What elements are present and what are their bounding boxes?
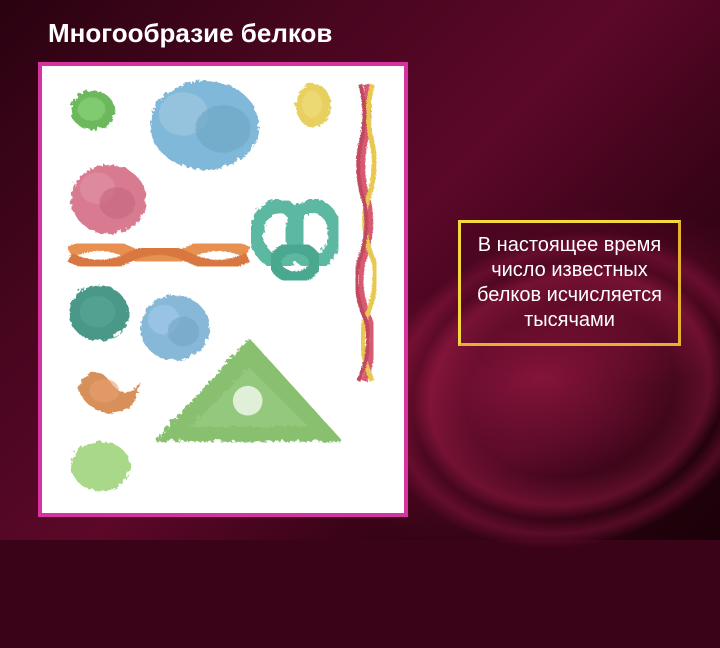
- protein-diagram-frame: [38, 62, 408, 517]
- protein-orange-twist: [78, 371, 139, 412]
- protein-diagram-svg: [50, 74, 396, 505]
- textbox-line: В настоящее время: [475, 233, 664, 258]
- callout-textbox: В настоящее время число известных белков…: [458, 220, 681, 346]
- page-title: Многообразие белков: [48, 18, 332, 49]
- textbox-line: белков исчисляется: [475, 283, 664, 308]
- protein-yellow-small: [294, 82, 330, 125]
- textbox-line: число известных: [475, 258, 664, 283]
- textbox-line: тысячами: [475, 308, 664, 333]
- protein-pink-cluster: [70, 163, 145, 232]
- protein-teal-blob: [68, 284, 127, 339]
- protein-lightgreen-bottom: [70, 440, 129, 489]
- protein-blue-large: [149, 79, 258, 168]
- protein-teal-pretzel: [256, 205, 334, 277]
- protein-green-small: [70, 89, 113, 129]
- protein-collagen-strand: [357, 84, 375, 381]
- protein-blue-round: [139, 294, 208, 359]
- protein-orange-helix: [70, 245, 248, 265]
